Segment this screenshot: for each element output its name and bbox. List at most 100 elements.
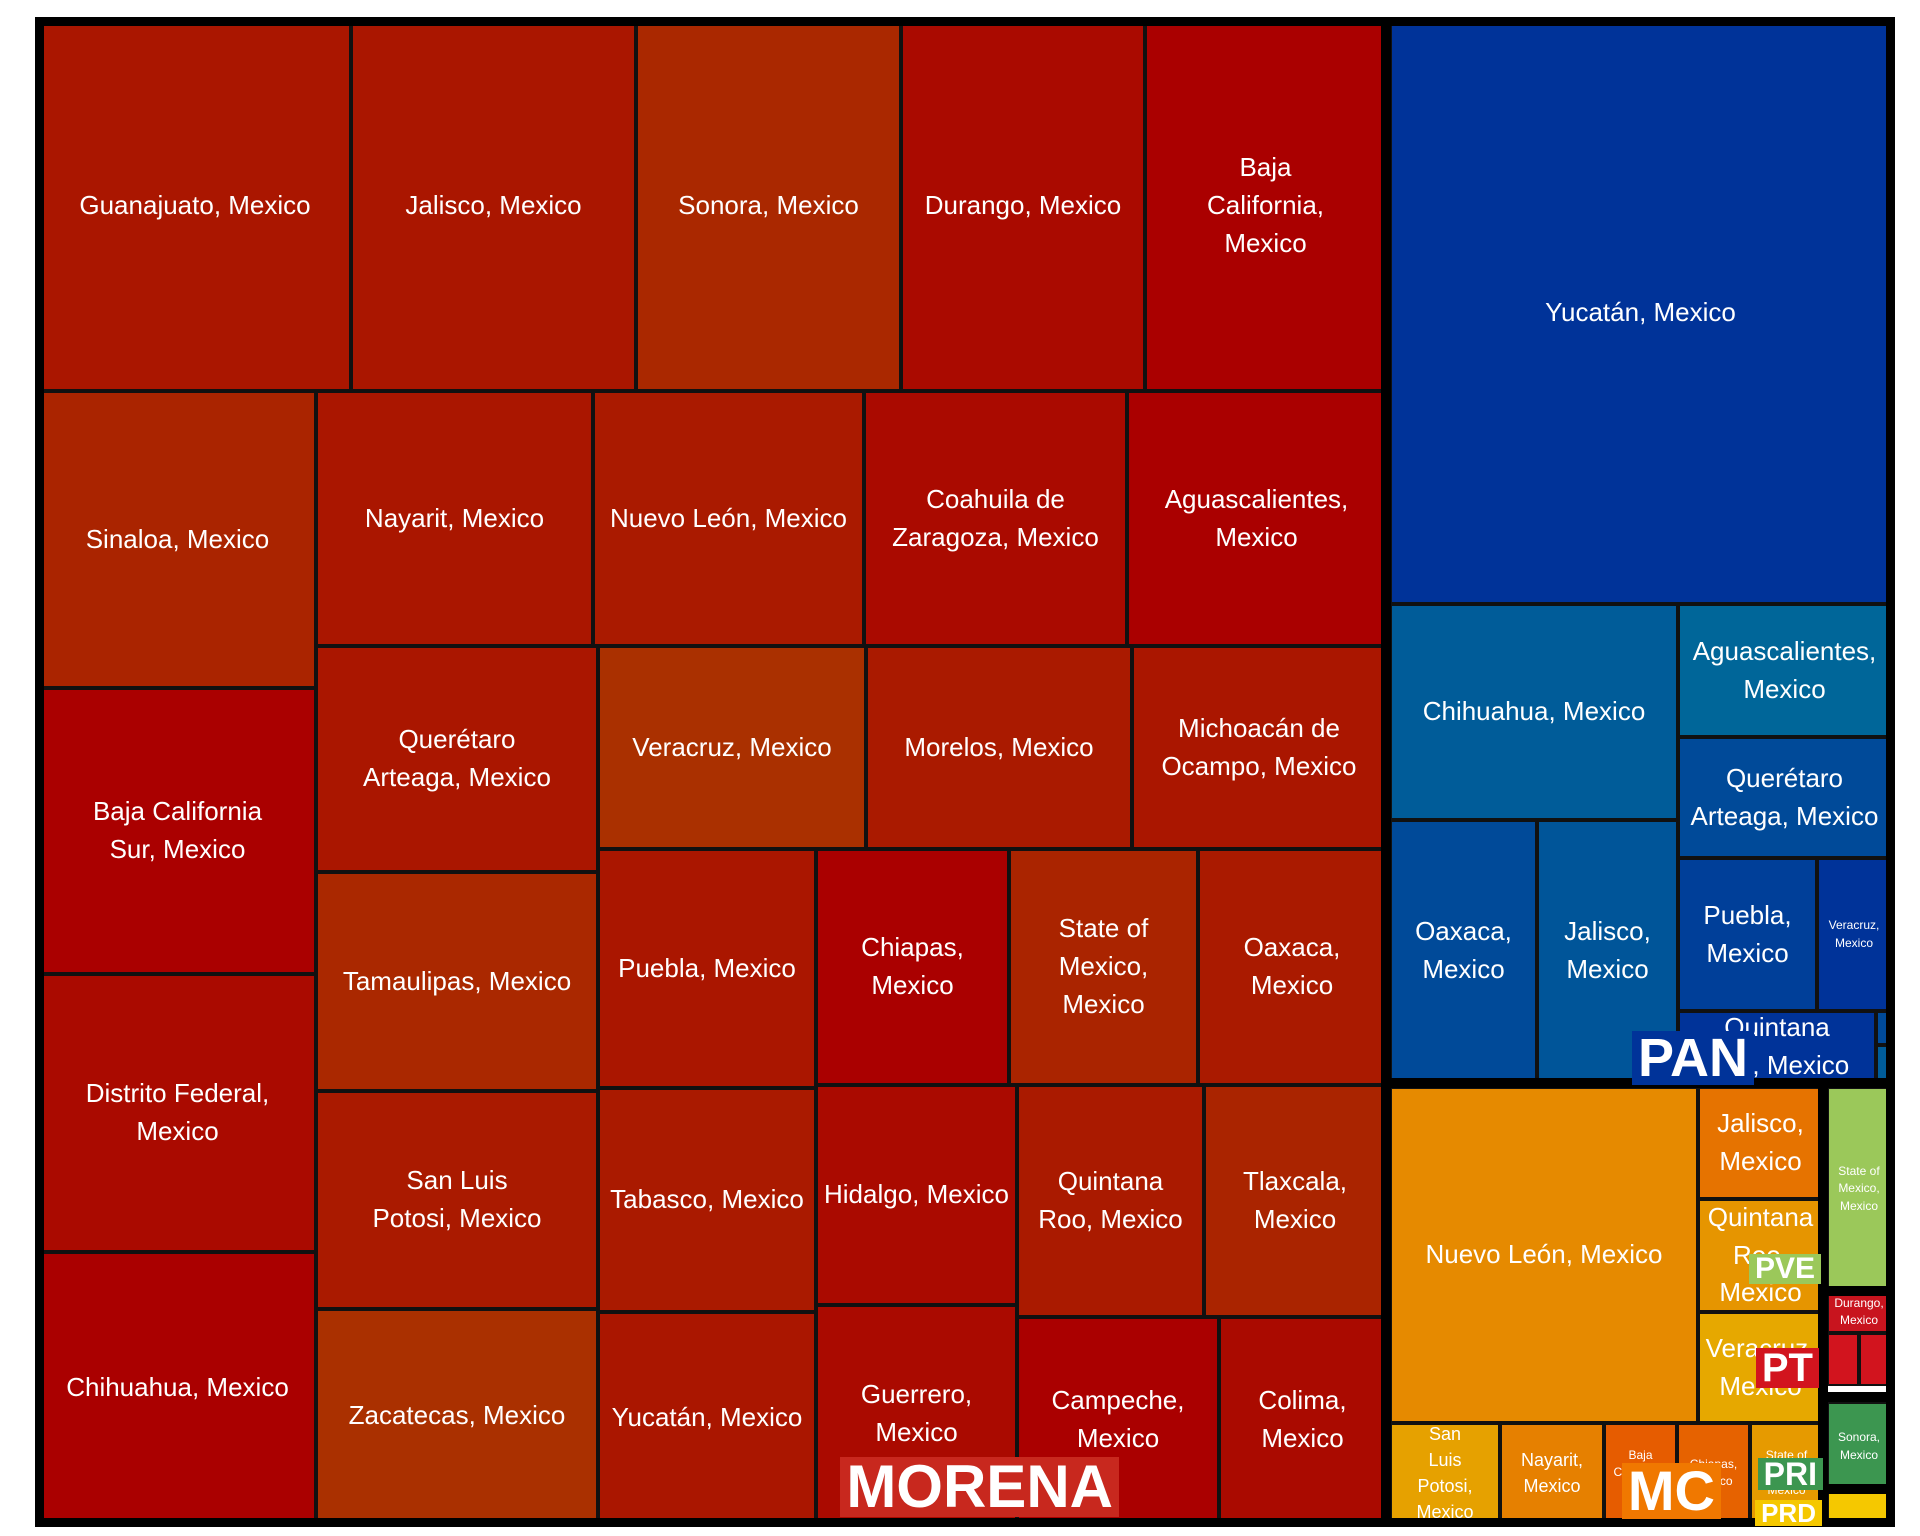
treemap-tile-morena-san-luis-potosi-mexico: San Luis Potosi, Mexico xyxy=(316,1091,598,1309)
tile-label: Campeche, Mexico xyxy=(1051,1385,1185,1453)
treemap-tile-pan-oaxaca-mexico: Oaxaca, Mexico xyxy=(1390,820,1537,1082)
treemap-tile-pan-unlabeled-10 xyxy=(1876,1045,1891,1082)
tile-label: Michoacán de Ocampo, Mexico xyxy=(1161,712,1357,781)
tile-label: Puebla, Mexico xyxy=(618,952,796,983)
party-label-pan: PAN xyxy=(1631,1031,1754,1085)
party-label-mc: MC xyxy=(1621,1463,1721,1519)
treemap-tile-morena-nayarit-mexico: Nayarit, Mexico xyxy=(316,391,593,646)
treemap-tile-pt-unlabeled-1 xyxy=(1827,1333,1859,1386)
tile-label: Quintana Roo, Mexico xyxy=(1038,1166,1183,1234)
tile-label: Chihuahua, Mexico xyxy=(1422,696,1646,727)
treemap-tile-pve-state-of-mexico-mexico: State of Mexico, Mexico xyxy=(1827,1087,1891,1291)
tile-label: Durango, Mexico xyxy=(1834,1295,1884,1327)
tile-label: Querétaro Arteaga, Mexico xyxy=(363,724,551,792)
tile-label: Morelos, Mexico xyxy=(904,731,1094,762)
tile-label: Tamaulipas, Mexico xyxy=(342,965,572,996)
treemap-tile-pan-queretaro-arteaga-mexico: Querétaro Arteaga, Mexico xyxy=(1678,737,1891,858)
treemap-tile-morena-morelos-mexico: Morelos, Mexico xyxy=(866,646,1132,849)
treemap-tile-morena-oaxaca-mexico: Oaxaca, Mexico xyxy=(1198,849,1386,1085)
tile-label: Guerrero, Mexico xyxy=(860,1379,973,1447)
tile-label: Sonora, Mexico xyxy=(1837,1430,1880,1462)
tile-label: Veracruz, Mexico xyxy=(1828,918,1880,950)
treemap-tile-morena-baja-california-sur-mexico: Baja California Sur, Mexico xyxy=(39,688,316,974)
treemap-tile-morena-baja-california-mexico: Baja California, Mexico xyxy=(1145,21,1386,391)
tile-label: Aguascalientes, Mexico xyxy=(1164,483,1349,552)
treemap-tile-morena-sinaloa-mexico: Sinaloa, Mexico xyxy=(39,391,316,688)
treemap-tile-morena-quintana-roo-mexico: Quintana Roo, Mexico xyxy=(1017,1085,1204,1317)
treemap-tile-morena-chiapas-mexico: Chiapas, Mexico xyxy=(816,849,1009,1085)
tile-label: Nayarit, Mexico xyxy=(1520,1449,1583,1496)
tile-label: Aguascalientes, Mexico xyxy=(1692,635,1877,704)
treemap-tile-mc-jalisco-mexico: Jalisco, Mexico xyxy=(1698,1087,1823,1199)
treemap-tile-morena-coahuila-de-zaragoza-mexico: Coahuila de Zaragoza, Mexico xyxy=(864,391,1127,646)
treemap-tile-morena-zacatecas-mexico: Zacatecas, Mexico xyxy=(316,1309,598,1523)
tile-label: Tlaxcala, Mexico xyxy=(1242,1166,1348,1234)
tile-label: Hidalgo, Mexico xyxy=(824,1179,1009,1210)
tile-label: Chiapas, Mexico xyxy=(861,932,964,1000)
treemap-tile-morena-jalisco-mexico: Jalisco, Mexico xyxy=(351,21,636,391)
tile-label: Tabasco, Mexico xyxy=(610,1184,804,1215)
tile-label: Coahuila de Zaragoza, Mexico xyxy=(892,483,1099,552)
treemap-tile-morena-tabasco-mexico: Tabasco, Mexico xyxy=(598,1088,816,1312)
treemap-tile-pan-unlabeled-9 xyxy=(1876,1011,1891,1045)
treemap-tile-pan-chihuahua-mexico: Chihuahua, Mexico xyxy=(1390,604,1678,820)
party-label-pri: PRI xyxy=(1757,1458,1823,1490)
treemap-tile-morena-sonora-mexico: Sonora, Mexico xyxy=(636,21,901,391)
tile-label: Oaxaca, Mexico xyxy=(1415,916,1512,984)
treemap-tile-morena-veracruz-mexico: Veracruz, Mexico xyxy=(598,646,866,849)
treemap-tile-morena-colima-mexico: Colima, Mexico xyxy=(1219,1317,1386,1523)
treemap-tile-morena-michoacan-de-ocampo-mexico: Michoacán de Ocampo, Mexico xyxy=(1132,646,1386,849)
party-label-morena: MORENA xyxy=(840,1457,1119,1517)
tile-label: Yucatán, Mexico xyxy=(611,1401,803,1432)
tile-label: Chihuahua, Mexico xyxy=(66,1371,289,1402)
treemap-tile-morena-nuevo-leon-mexico: Nuevo León, Mexico xyxy=(593,391,864,646)
tile-label: Colima, Mexico xyxy=(1258,1385,1347,1453)
treemap-tile-morena-hidalgo-mexico: Hidalgo, Mexico xyxy=(816,1085,1017,1305)
tile-label: State of Mexico, Mexico xyxy=(1838,1163,1880,1213)
tile-label: Sonora, Mexico xyxy=(678,190,859,221)
tile-label: Jalisco, Mexico xyxy=(1564,916,1651,984)
treemap-tile-morena-guanajuato-mexico: Guanajuato, Mexico xyxy=(39,21,351,391)
tile-label: Sinaloa, Mexico xyxy=(85,523,270,554)
treemap-tile-pt-durango-mexico: Durango, Mexico xyxy=(1827,1291,1891,1333)
treemap-tile-pan-veracruz-mexico: Veracruz, Mexico xyxy=(1817,858,1891,1011)
tile-label: Distrito Federal, Mexico xyxy=(85,1078,270,1146)
treemap-tile-prd-unlabeled-0 xyxy=(1827,1491,1891,1523)
tile-label: Durango, Mexico xyxy=(924,190,1122,221)
tile-label: Oaxaca, Mexico xyxy=(1243,932,1341,1000)
tile-label: Baja California Sur, Mexico xyxy=(92,796,263,864)
treemap-tile-morena-durango-mexico: Durango, Mexico xyxy=(901,21,1145,391)
treemap-tile-morena-tlaxcala-mexico: Tlaxcala, Mexico xyxy=(1204,1085,1386,1317)
tile-label: Nuevo León, Mexico xyxy=(1425,1239,1663,1270)
treemap-tile-pri-sonora-mexico: Sonora, Mexico xyxy=(1827,1402,1891,1491)
treemap-tile-morena-yucatan-mexico: Yucatán, Mexico xyxy=(598,1312,816,1523)
tile-label: State of Mexico, Mexico xyxy=(1058,913,1149,1019)
tile-label: Guanajuato, Mexico xyxy=(79,190,311,221)
treemap-tile-morena-puebla-mexico: Puebla, Mexico xyxy=(598,849,816,1088)
tile-label: Nuevo León, Mexico xyxy=(609,502,848,533)
tile-label: San Luis Potosi, Mexico xyxy=(1416,1423,1474,1523)
tile-label: Jalisco, Mexico xyxy=(405,190,582,221)
tile-label: Zacatecas, Mexico xyxy=(348,1400,566,1431)
party-label-prd: PRD xyxy=(1755,1500,1822,1526)
treemap-tile-morena-aguascalientes-mexico: Aguascalientes, Mexico xyxy=(1127,391,1386,646)
tile-label: Baja California, Mexico xyxy=(1206,152,1325,258)
treemap-tile-morena-tamaulipas-mexico: Tamaulipas, Mexico xyxy=(316,872,598,1091)
treemap-tile-mc-nayarit-mexico: Nayarit, Mexico xyxy=(1500,1423,1604,1523)
treemap-tile-pt-unlabeled-2 xyxy=(1859,1333,1891,1386)
tile-label: Querétaro Arteaga, Mexico xyxy=(1690,762,1879,831)
treemap-tile-pan-aguascalientes-mexico: Aguascalientes, Mexico xyxy=(1678,604,1891,737)
tile-label: Yucatán, Mexico xyxy=(1545,296,1736,327)
treemap-tile-pan-yucatan-mexico: Yucatán, Mexico xyxy=(1390,21,1891,604)
tile-label: Puebla, Mexico xyxy=(1703,899,1792,968)
tile-label: Nayarit, Mexico xyxy=(364,502,545,533)
treemap-tile-pan-puebla-mexico: Puebla, Mexico xyxy=(1678,858,1817,1011)
treemap-tile-morena-distrito-federal-mexico: Distrito Federal, Mexico xyxy=(39,974,316,1252)
tile-label: Veracruz, Mexico xyxy=(632,731,832,762)
treemap-tile-mc-nuevo-leon-mexico: Nuevo León, Mexico xyxy=(1390,1087,1698,1423)
treemap-tile-morena-chihuahua-mexico: Chihuahua, Mexico xyxy=(39,1252,316,1523)
tile-label: San Luis Potosi, Mexico xyxy=(372,1165,542,1233)
tile-label: Jalisco, Mexico xyxy=(1717,1108,1804,1176)
treemap-tile-morena-queretaro-arteaga-mexico: Querétaro Arteaga, Mexico xyxy=(316,646,598,872)
